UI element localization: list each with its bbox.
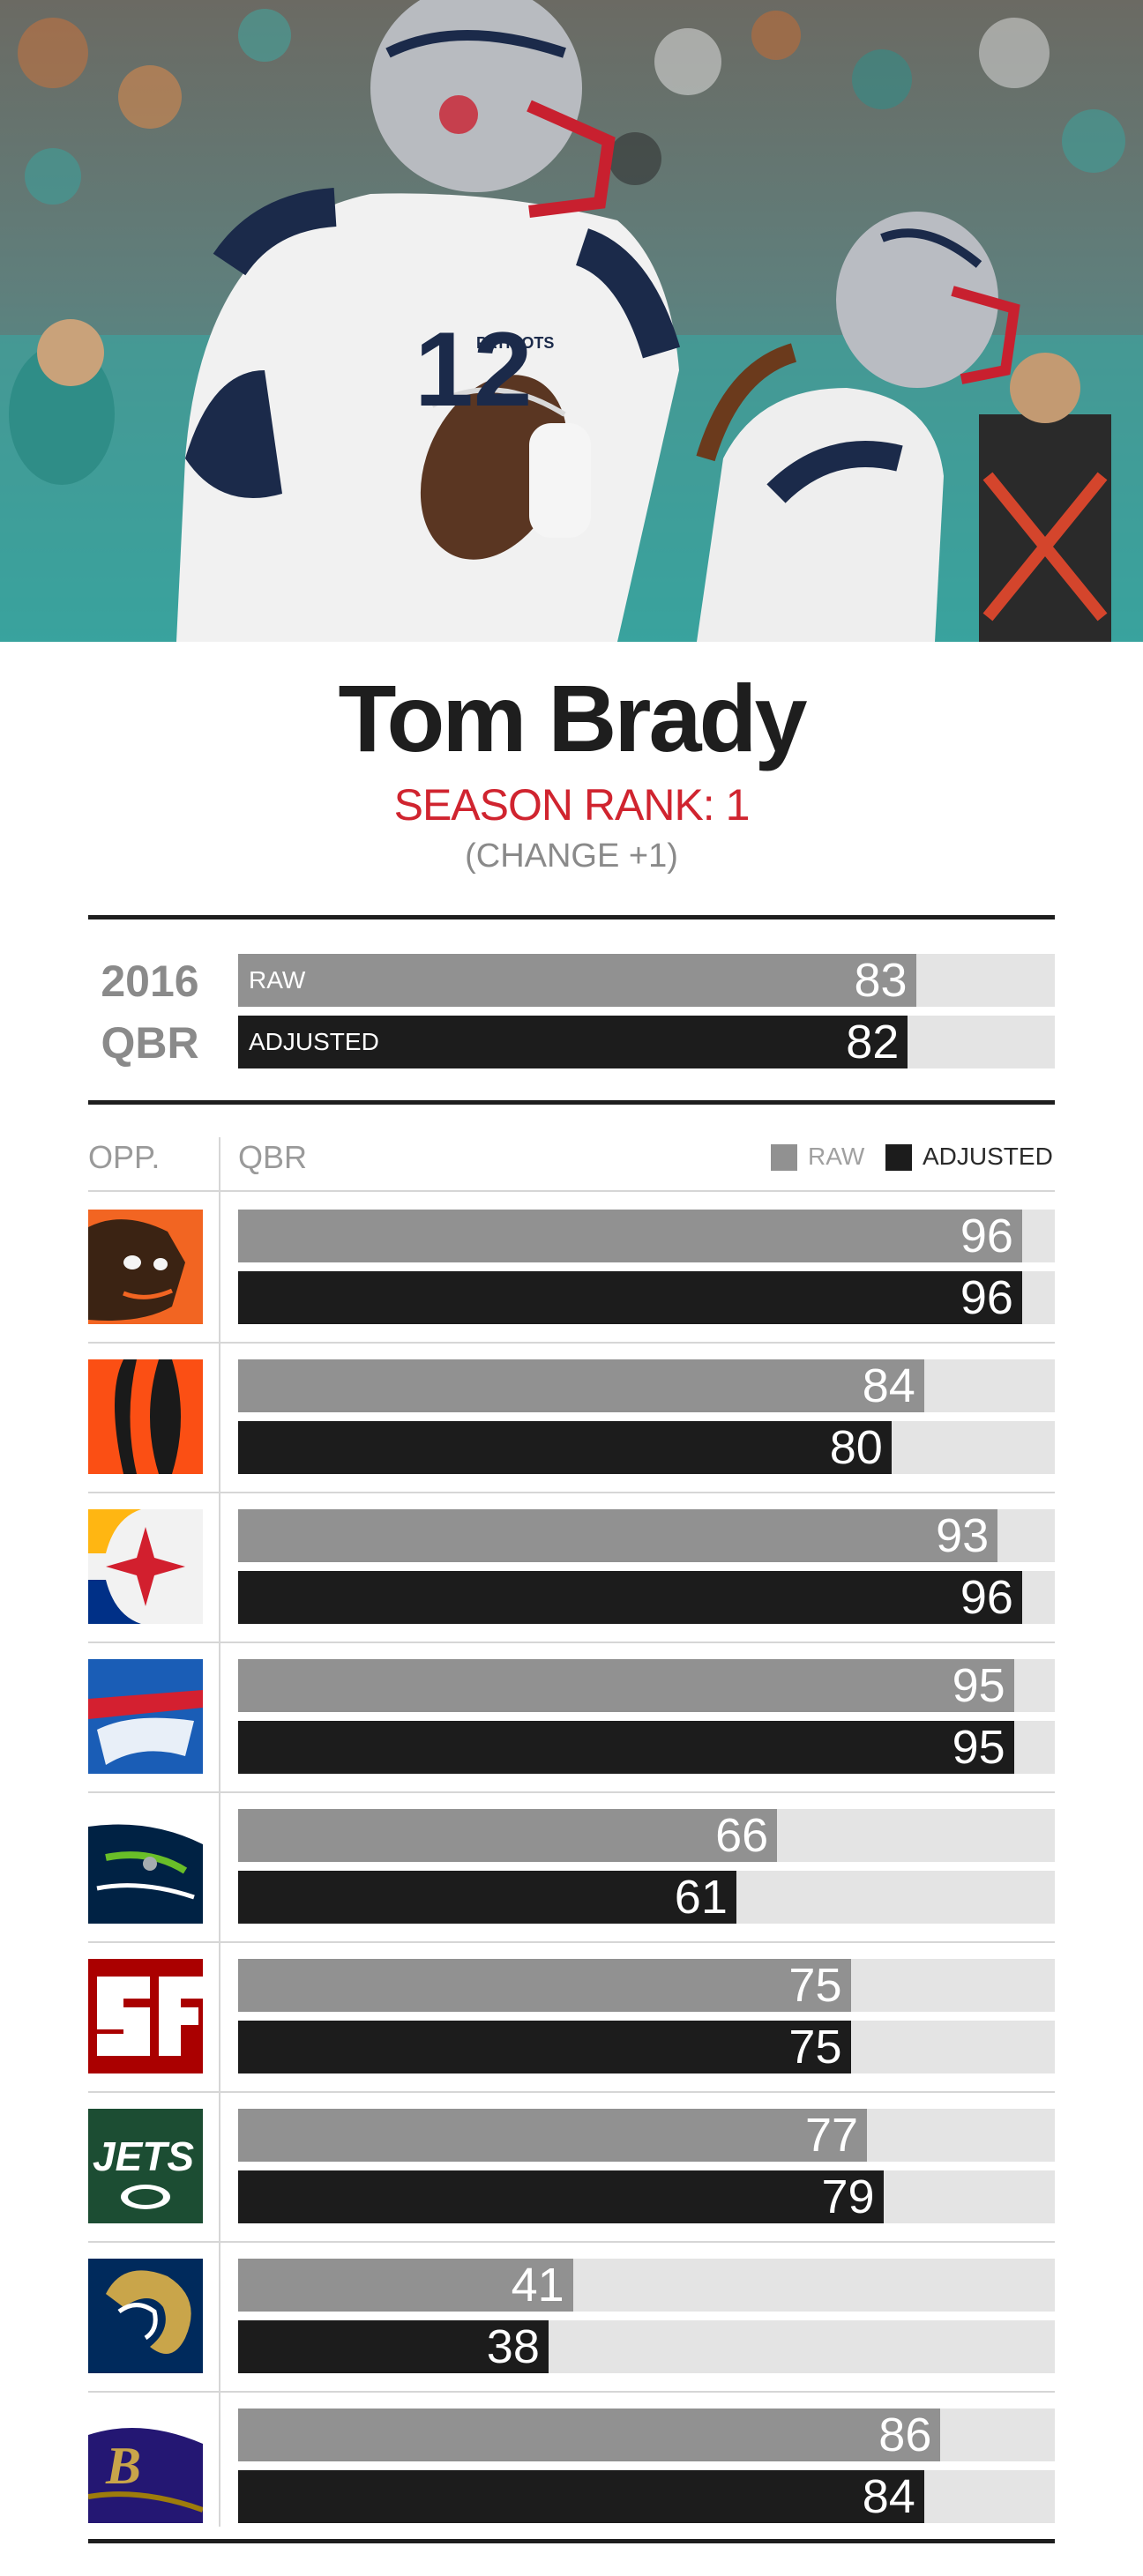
opp-column-header: OPP.: [88, 1139, 161, 1175]
los-angeles-rams-raw-bar-value: 41: [511, 2259, 564, 2312]
summary-divider: [88, 1100, 1055, 1105]
row-divider: [88, 2241, 1055, 2243]
season-raw-bar-tag: RAW: [249, 966, 306, 994]
new-york-jets-adjusted-bar: [238, 2170, 884, 2223]
season-raw-bar: [238, 954, 916, 1007]
season-adjusted-bar-value: 82: [846, 1016, 900, 1068]
san-francisco-49ers-raw-bar: [238, 1959, 851, 2012]
season-raw-bar-value: 83: [854, 954, 908, 1007]
cincinnati-bengals-adjusted-bar-value: 80: [829, 1421, 883, 1474]
season-rank: SEASON RANK: 1: [393, 780, 751, 830]
season-adjusted-bar-tag: ADJUSTED: [249, 1028, 379, 1055]
pittsburgh-steelers-raw-bar: [238, 1509, 998, 1562]
legend-adjusted-swatch: [885, 1144, 912, 1171]
los-angeles-rams-raw-bar: [238, 2259, 573, 2312]
season-adjusted-bar: [238, 1016, 908, 1068]
season-metric: QBR: [101, 1018, 199, 1068]
seattle-seahawks-adjusted-bar: [238, 1871, 736, 1924]
new-york-jets-raw-bar: [238, 2109, 868, 2162]
buffalo-bills-raw-bar-value: 95: [952, 1659, 1005, 1712]
legend-adjusted-label: ADJUSTED: [923, 1143, 1053, 1170]
top-divider: [88, 915, 1055, 919]
row-divider: [88, 1791, 1055, 1793]
pittsburgh-steelers-adjusted-bar-value: 96: [960, 1571, 1013, 1624]
rank-change: (CHANGE +1): [465, 838, 678, 875]
rams-logo-icon: [88, 2259, 203, 2373]
row-divider: [88, 1941, 1055, 1943]
baltimore-ravens-raw-bar-value: 86: [878, 2408, 932, 2461]
cleveland-browns-adjusted-bar-value: 96: [960, 1271, 1013, 1324]
cleveland-browns-raw-bar: [238, 1210, 1022, 1262]
san-francisco-49ers-adjusted-bar-value: 75: [788, 2021, 842, 2073]
svg-text:12: 12: [415, 310, 532, 428]
cleveland-browns-adjusted-bar: [238, 1271, 1022, 1324]
qbr-column-header: QBR: [238, 1139, 308, 1175]
player-name: Tom Brady: [338, 665, 807, 771]
svg-text:PATRIOTS: PATRIOTS: [476, 334, 554, 352]
buffalo-bills-adjusted-bar-value: 95: [952, 1721, 1005, 1774]
row-divider: [88, 1642, 1055, 1643]
49ers-logo-icon: [88, 1959, 203, 2073]
seattle-seahawks-adjusted-bar-value: 61: [674, 1871, 728, 1924]
seattle-seahawks-raw-bar: [238, 1809, 778, 1862]
legend-raw-label: RAW: [808, 1143, 865, 1170]
bengals-logo-icon: [88, 1359, 203, 1474]
seahawks-logo-icon: [88, 1809, 203, 1924]
baltimore-ravens-adjusted-bar: [238, 2470, 924, 2523]
baltimore-ravens-raw-bar: [238, 2408, 941, 2461]
season-year: 2016: [101, 957, 199, 1006]
bills-logo-icon: [88, 1659, 203, 1774]
los-angeles-rams-adjusted-bar-value: 38: [486, 2320, 540, 2373]
san-francisco-49ers-raw-bar-value: 75: [788, 1959, 842, 2012]
cincinnati-bengals-raw-bar-value: 84: [862, 1359, 915, 1412]
jets-logo-icon: JETS: [88, 2109, 203, 2223]
opp-column-divider: [219, 1137, 220, 2527]
row-divider: [88, 1342, 1055, 1344]
svg-text:B: B: [105, 2437, 141, 2495]
hero-photo: 12 PATRIOTS: [0, 0, 1143, 642]
ravens-logo-icon: B: [88, 2408, 203, 2523]
buffalo-bills-raw-bar: [238, 1659, 1014, 1712]
cincinnati-bengals-adjusted-bar: [238, 1421, 892, 1474]
bottom-divider: [88, 2539, 1055, 2543]
pittsburgh-steelers-raw-bar-value: 93: [936, 1509, 990, 1562]
san-francisco-49ers-adjusted-bar: [238, 2021, 851, 2073]
table-header-divider: [88, 1190, 1055, 1192]
cincinnati-bengals-raw-bar: [238, 1359, 924, 1412]
row-divider: [88, 2391, 1055, 2393]
pittsburgh-steelers-adjusted-bar: [238, 1571, 1022, 1624]
new-york-jets-adjusted-bar-value: 79: [821, 2170, 875, 2223]
seattle-seahawks-raw-bar-value: 66: [715, 1809, 769, 1862]
new-york-jets-raw-bar-value: 77: [804, 2109, 859, 2162]
baltimore-ravens-adjusted-bar-value: 84: [862, 2470, 915, 2523]
row-divider: [88, 1492, 1055, 1493]
row-divider: [88, 2091, 1055, 2093]
cleveland-browns-raw-bar-value: 96: [960, 1210, 1013, 1262]
buffalo-bills-adjusted-bar: [238, 1721, 1014, 1774]
browns-logo-icon: [88, 1210, 203, 1324]
legend-raw-swatch: [771, 1144, 797, 1171]
svg-text:JETS: JETS: [93, 2133, 194, 2179]
los-angeles-rams-adjusted-bar: [238, 2320, 549, 2373]
steelers-logo-icon: [88, 1509, 203, 1624]
